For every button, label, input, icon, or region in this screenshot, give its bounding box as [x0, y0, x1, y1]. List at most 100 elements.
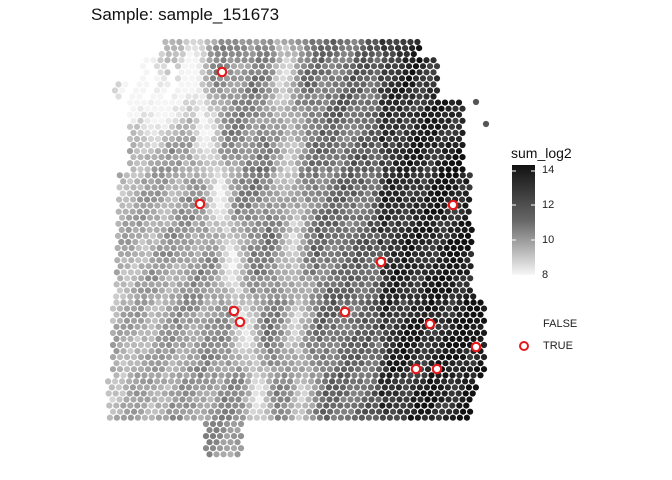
spot [357, 160, 365, 167]
spot [432, 263, 439, 270]
spot [210, 190, 217, 197]
spot [144, 317, 152, 324]
spot [327, 275, 334, 282]
spot [137, 117, 144, 124]
spot [246, 348, 253, 355]
spot [326, 329, 334, 336]
spot [298, 129, 305, 136]
spot [113, 348, 120, 355]
spot [277, 305, 285, 312]
spot [305, 317, 313, 324]
spot [263, 141, 270, 149]
spot [158, 51, 165, 58]
spot [456, 178, 463, 185]
spot [364, 135, 372, 143]
spot [204, 178, 211, 185]
spot [354, 341, 362, 349]
spot [245, 111, 253, 118]
spot [462, 202, 469, 209]
spot [395, 81, 402, 88]
spot [414, 414, 421, 421]
spot [291, 154, 298, 161]
spot [117, 251, 125, 258]
spot [365, 38, 372, 46]
spot [399, 390, 406, 397]
spot [433, 238, 440, 246]
spot [169, 360, 176, 367]
spot [196, 111, 204, 118]
spot [326, 129, 333, 136]
spot [185, 45, 192, 52]
spot [298, 366, 306, 373]
spot [406, 111, 414, 118]
spot [423, 69, 430, 76]
spot [335, 226, 342, 233]
spot [409, 81, 416, 88]
spot [304, 384, 311, 391]
spot [323, 281, 330, 288]
spot [306, 275, 313, 282]
spot [113, 311, 120, 318]
spot [249, 196, 256, 203]
spot [165, 184, 172, 191]
spot [164, 57, 171, 64]
spot [197, 299, 204, 306]
spot [120, 348, 127, 355]
spot [298, 166, 305, 173]
spot [354, 166, 361, 173]
chart-title: Sample: sample_151673 [91, 5, 280, 24]
spot [162, 178, 169, 185]
spot [420, 214, 427, 221]
spot [193, 166, 200, 173]
spot [188, 226, 195, 233]
spot [333, 166, 340, 173]
spot [266, 202, 273, 209]
spot [301, 123, 309, 130]
spot [417, 396, 424, 403]
spot [193, 354, 201, 361]
spot [414, 38, 421, 46]
spot [386, 293, 393, 300]
spot [199, 220, 206, 227]
spot [393, 348, 400, 355]
spot [237, 75, 245, 82]
spot [314, 63, 322, 70]
spot [314, 226, 321, 233]
spot [379, 311, 386, 318]
spot [385, 390, 392, 397]
spot [444, 208, 451, 215]
spot [221, 305, 229, 312]
spot [239, 311, 246, 318]
spot [258, 63, 266, 70]
spot [137, 129, 144, 136]
spot [311, 384, 318, 391]
spot [353, 208, 360, 215]
spot [140, 390, 147, 397]
spot [237, 63, 245, 70]
spot [309, 281, 316, 288]
spot [301, 378, 308, 385]
spot [130, 154, 137, 161]
spot [241, 57, 248, 64]
spot [243, 263, 250, 270]
spot [183, 360, 190, 367]
spot [377, 238, 384, 246]
spot [249, 341, 257, 349]
spot [169, 311, 176, 318]
spot [347, 354, 355, 361]
spot [336, 135, 344, 143]
spot [253, 281, 260, 288]
spot [346, 81, 353, 88]
spot [384, 75, 392, 82]
spot [274, 414, 281, 421]
spot [303, 232, 311, 239]
spot [155, 178, 162, 185]
spot [332, 57, 339, 64]
spot [175, 99, 183, 106]
spot [410, 354, 418, 361]
spot [308, 214, 315, 221]
spot [283, 220, 290, 227]
spot [221, 317, 229, 324]
spot [370, 87, 378, 94]
spot [200, 396, 207, 403]
